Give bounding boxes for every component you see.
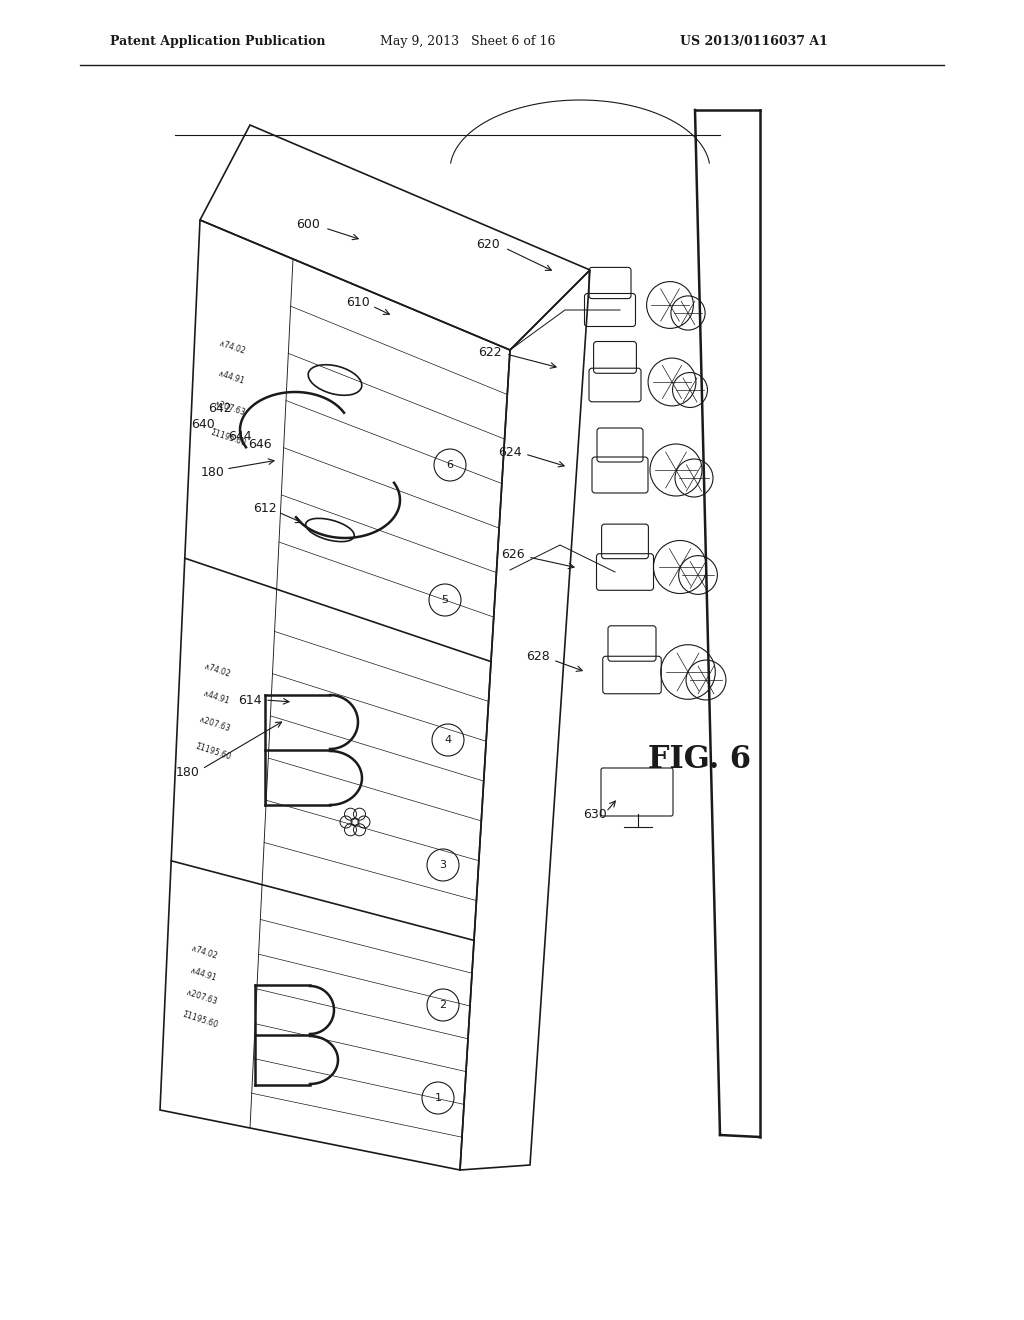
Text: $\wedge$74.02: $\wedge$74.02 [202,659,232,678]
Text: 640: 640 [191,417,215,430]
Text: 624: 624 [499,446,522,458]
Text: 3: 3 [439,861,446,870]
Text: 2: 2 [439,1001,446,1010]
Text: $\wedge$44.91: $\wedge$44.91 [201,686,231,706]
Text: 4: 4 [444,735,452,744]
Text: Patent Application Publication: Patent Application Publication [110,36,326,48]
Text: 646: 646 [248,437,271,450]
Text: $\wedge$207.63: $\wedge$207.63 [198,713,232,734]
Text: 180: 180 [176,766,200,779]
Text: US 2013/0116037 A1: US 2013/0116037 A1 [680,36,827,48]
Text: 626: 626 [501,549,525,561]
Text: $\wedge$74.02: $\wedge$74.02 [188,941,219,961]
Text: 644: 644 [228,430,252,444]
Text: 180: 180 [201,466,225,479]
Text: $\wedge$207.63: $\wedge$207.63 [184,986,219,1006]
Text: 622: 622 [478,346,502,359]
Text: 642: 642 [208,403,231,416]
Text: $\wedge$74.02: $\wedge$74.02 [217,337,248,355]
Text: 1: 1 [434,1093,441,1104]
Text: 612: 612 [253,502,276,515]
Text: May 9, 2013   Sheet 6 of 16: May 9, 2013 Sheet 6 of 16 [380,36,555,48]
Text: $\wedge$44.91: $\wedge$44.91 [216,367,247,385]
Text: $\Sigma$1195.60: $\Sigma$1195.60 [181,1007,220,1030]
Text: $\Sigma$1195.60: $\Sigma$1195.60 [209,426,248,447]
Text: 630: 630 [583,808,607,821]
Text: $\wedge$207.63: $\wedge$207.63 [212,396,248,417]
Text: $\wedge$44.91: $\wedge$44.91 [187,964,218,983]
Text: 6: 6 [446,459,454,470]
Text: 620: 620 [476,239,500,252]
Text: 600: 600 [296,219,319,231]
Text: 610: 610 [346,296,370,309]
Text: $\Sigma$1195.60: $\Sigma$1195.60 [194,739,233,762]
Text: 614: 614 [239,693,262,706]
Text: 5: 5 [441,595,449,605]
Text: FIG. 6: FIG. 6 [648,744,752,776]
Text: 628: 628 [526,651,550,664]
